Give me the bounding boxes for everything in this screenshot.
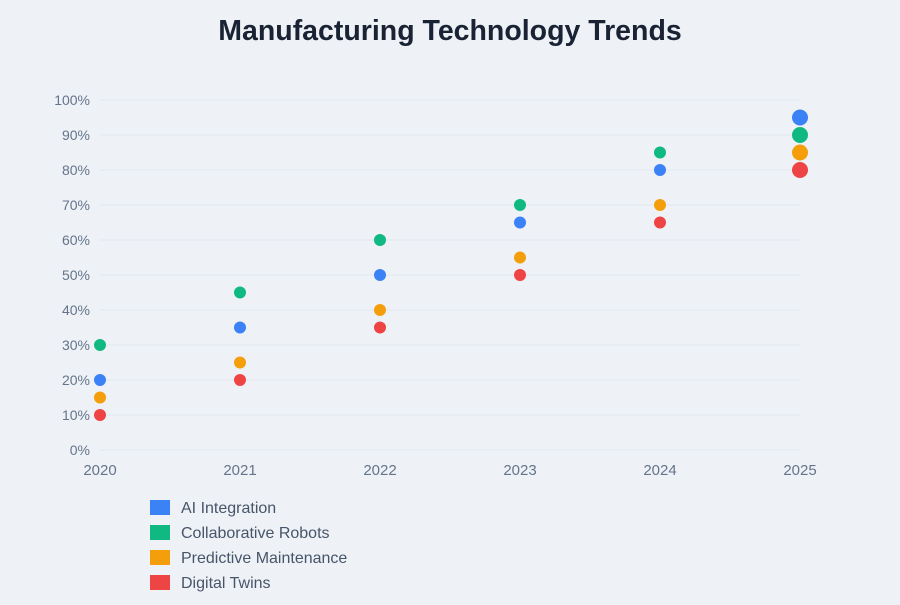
svg-text:70%: 70% [62, 197, 90, 213]
svg-text:2023: 2023 [503, 462, 536, 479]
svg-text:AI Integration: AI Integration [181, 500, 276, 517]
svg-text:10%: 10% [62, 407, 90, 423]
svg-text:0%: 0% [70, 442, 90, 458]
svg-text:2020: 2020 [83, 462, 116, 479]
svg-text:Predictive Maintenance: Predictive Maintenance [181, 550, 347, 567]
svg-text:40%: 40% [62, 302, 90, 318]
svg-text:60%: 60% [62, 232, 90, 248]
svg-text:2025: 2025 [783, 462, 816, 479]
svg-text:Digital Twins: Digital Twins [181, 575, 271, 592]
svg-text:Manufacturing Technology Trend: Manufacturing Technology Trends [218, 15, 681, 47]
svg-text:Collaborative Robots: Collaborative Robots [181, 525, 330, 542]
svg-text:20%: 20% [62, 372, 90, 388]
svg-text:30%: 30% [62, 337, 90, 353]
svg-text:2022: 2022 [363, 462, 396, 479]
svg-text:100%: 100% [54, 92, 90, 108]
svg-text:50%: 50% [62, 267, 90, 283]
svg-text:2021: 2021 [223, 462, 256, 479]
svg-text:2024: 2024 [643, 462, 676, 479]
svg-text:90%: 90% [62, 127, 90, 143]
svg-text:80%: 80% [62, 162, 90, 178]
